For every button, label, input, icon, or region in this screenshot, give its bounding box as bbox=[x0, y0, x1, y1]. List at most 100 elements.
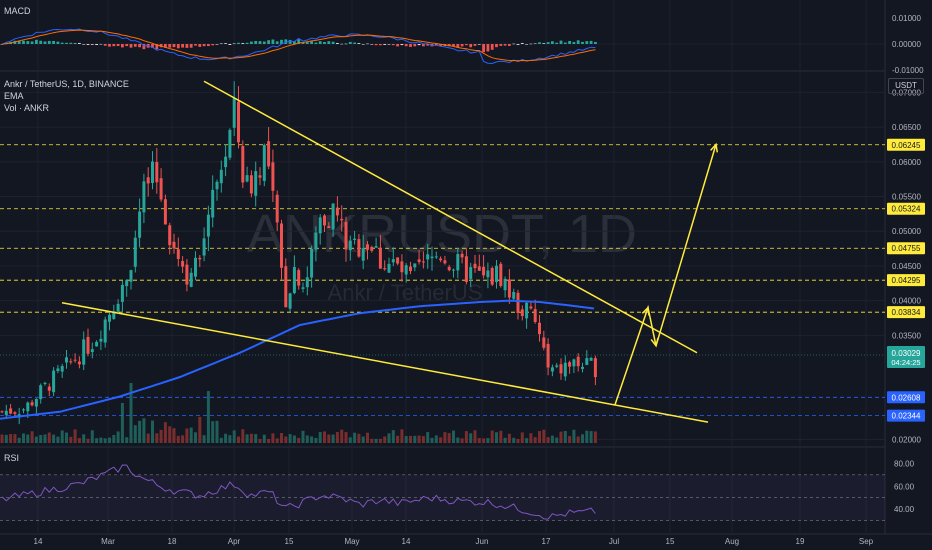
macd-histogram-bar bbox=[477, 44, 481, 45]
volume-bar bbox=[275, 438, 279, 443]
candle bbox=[473, 255, 477, 273]
candle bbox=[348, 235, 352, 261]
candle bbox=[151, 151, 154, 190]
candle-body bbox=[533, 309, 537, 323]
volume-bar bbox=[538, 431, 541, 443]
macd-histogram-bar bbox=[379, 44, 382, 46]
candle-body bbox=[323, 215, 326, 226]
candle bbox=[357, 234, 361, 258]
candle-body bbox=[585, 358, 589, 365]
candle-body bbox=[206, 214, 210, 237]
volume-bar bbox=[305, 435, 309, 443]
macd-histogram-bar bbox=[202, 44, 206, 47]
volume-bar bbox=[391, 430, 395, 443]
candle bbox=[563, 355, 567, 381]
candle-body bbox=[348, 240, 352, 251]
candle-body bbox=[95, 341, 99, 347]
symbol-legend[interactable]: Ankr / TetherUS, 1D, BINANCE bbox=[4, 79, 129, 89]
macd-histogram-bar bbox=[568, 40, 571, 44]
macd-histogram-bar bbox=[22, 40, 25, 44]
horizontal-levels[interactable] bbox=[0, 144, 885, 417]
currency-selector-button[interactable]: USDT bbox=[888, 78, 924, 94]
candle-body bbox=[413, 263, 417, 268]
candle bbox=[374, 237, 378, 248]
candle-body bbox=[82, 339, 86, 365]
price-tick-label: 0.06000 bbox=[892, 158, 921, 167]
candle-body bbox=[185, 264, 189, 285]
macd-histogram-bar bbox=[490, 44, 494, 50]
candle-body bbox=[503, 278, 507, 291]
candle bbox=[404, 263, 408, 283]
ema-line bbox=[0, 299, 595, 420]
volume-bar bbox=[288, 434, 292, 443]
volume-bar bbox=[292, 435, 296, 443]
candle-body bbox=[288, 293, 292, 309]
macd-histogram-bar bbox=[280, 39, 283, 44]
volume-legend[interactable]: Vol · ANKR bbox=[4, 103, 50, 113]
date-tick-label: Mar bbox=[101, 537, 115, 546]
macd-histogram-bar bbox=[237, 42, 240, 44]
candle-body bbox=[284, 266, 288, 308]
volume-bar bbox=[125, 437, 129, 443]
macd-pane-label[interactable]: MACD bbox=[4, 6, 31, 16]
volume-bar bbox=[202, 435, 206, 443]
candle-body bbox=[572, 359, 576, 367]
ema-legend[interactable]: EMA bbox=[4, 91, 24, 101]
last-price-label: 0.03029 04:24:25 bbox=[887, 346, 925, 368]
candle-body bbox=[202, 238, 206, 256]
volume-bar bbox=[361, 436, 365, 443]
candle bbox=[116, 299, 120, 312]
macd-histogram-bar bbox=[17, 40, 21, 44]
macd-histogram-bar bbox=[533, 43, 537, 45]
candle-body bbox=[409, 266, 412, 272]
volume-bar bbox=[495, 432, 498, 443]
macd-histogram-bar bbox=[366, 43, 369, 45]
candle-body bbox=[563, 362, 567, 377]
volume-bar bbox=[241, 429, 245, 443]
rsi-pane-label[interactable]: RSI bbox=[4, 453, 20, 463]
macd-histogram-bar bbox=[69, 42, 73, 44]
candle-body bbox=[559, 364, 563, 374]
upper-trendline[interactable] bbox=[203, 80, 698, 354]
candle bbox=[39, 383, 43, 404]
candle-body bbox=[370, 246, 374, 251]
macd-histogram-bar bbox=[262, 41, 266, 44]
candle-body bbox=[417, 259, 421, 262]
candle-body bbox=[163, 199, 167, 225]
volume-bar bbox=[452, 430, 455, 443]
price-level-tag-bg bbox=[887, 391, 925, 404]
candle bbox=[142, 173, 146, 224]
candle-body bbox=[387, 263, 391, 273]
rsi-line bbox=[1, 464, 596, 520]
macd-histogram-bar bbox=[168, 44, 172, 48]
macd-histogram-bar bbox=[90, 44, 94, 45]
candle-body bbox=[318, 217, 322, 234]
candle-body bbox=[99, 338, 103, 342]
macd-histogram-bar bbox=[245, 42, 249, 44]
macd-histogram-bar bbox=[125, 44, 129, 47]
lower-trendline[interactable] bbox=[61, 302, 709, 423]
macd-histogram-bar bbox=[198, 44, 202, 47]
projection-arrow-path[interactable] bbox=[614, 144, 717, 406]
macd-histogram-bar bbox=[194, 44, 197, 46]
date-tick-label: 14 bbox=[402, 537, 411, 546]
candle bbox=[572, 358, 576, 374]
candle-body bbox=[120, 284, 124, 302]
candle-body bbox=[581, 366, 584, 369]
candle-body bbox=[146, 177, 150, 184]
macd-histogram-bar bbox=[267, 40, 270, 44]
candle-body bbox=[237, 101, 240, 143]
macd-histogram-bar bbox=[65, 42, 68, 44]
volume-bar bbox=[39, 434, 43, 443]
candle bbox=[163, 194, 167, 225]
candle bbox=[525, 301, 529, 329]
volume-bar bbox=[400, 429, 404, 443]
candle-body bbox=[0, 411, 4, 413]
candle-body bbox=[77, 361, 81, 365]
price-tick-label: 0.04000 bbox=[892, 297, 921, 306]
volume-bar bbox=[387, 433, 391, 443]
candle-body bbox=[254, 171, 258, 196]
candle bbox=[495, 260, 498, 289]
candle-body bbox=[456, 254, 460, 271]
